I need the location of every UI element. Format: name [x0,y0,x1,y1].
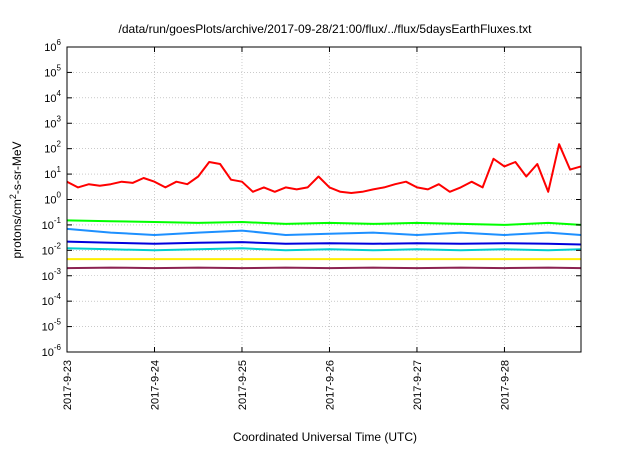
y-tick-label: 102 [44,140,61,156]
y-tick-label: 10-2 [42,241,62,257]
y-tick-label: 10-4 [42,292,62,308]
y-tick-base: 10 [44,144,56,156]
series-line-7 [66,266,582,270]
series-line-4 [66,247,582,252]
y-tick-exponent: 6 [57,38,62,47]
y-tick-exponent: -6 [54,343,62,352]
series-line-5 [66,240,582,246]
grid [66,47,581,352]
series-line-3 [66,227,582,236]
y-tick-base: 10 [42,296,54,308]
y-axis-label-sup: 2 [8,194,18,199]
y-tick-base: 10 [44,67,56,79]
y-tick-exponent: 2 [57,140,62,149]
x-axis: 2017-9-23 2017-9-24 2017-9-25 2017-9-26 2017… [62,47,511,410]
y-axis-label-prefix: protons/cm [10,199,24,258]
y-tick-base: 10 [44,169,56,181]
x-tick-label: 2017-9-26 [324,360,336,410]
y-tick-exponent: -2 [54,241,62,250]
y-tick-label: 10-6 [42,343,62,359]
chart-title: /data/run/goesPlots/archive/2017-09-28/2… [119,22,533,36]
y-tick-base: 10 [44,42,56,54]
y-tick-exponent: 4 [57,89,62,98]
y-axis-label-suffix: -s-sr-MeV [10,141,24,194]
y-tick-exponent: 5 [57,63,62,72]
plot-frame [66,46,582,353]
series-line-2 [66,219,582,226]
x-tick-label: 2017-9-24 [149,360,161,410]
y-tick-exponent: -1 [54,216,62,225]
y-tick-exponent: -3 [54,267,62,276]
y-axis: 10-610-510-410-310-210-11001011021031041… [42,38,581,359]
x-axis-label: Coordinated Universal Time (UTC) [233,430,417,444]
y-tick-label: 105 [44,63,61,79]
y-tick-base: 10 [42,347,54,359]
y-tick-base: 10 [44,195,56,207]
x-tick-label: 2017-9-28 [499,360,511,410]
y-tick-label: 101 [44,165,61,181]
y-tick-base: 10 [42,245,54,257]
x-tick-label: 2017-9-23 [62,360,74,410]
y-tick-base: 10 [42,322,54,334]
y-tick-base: 10 [44,93,56,105]
y-tick-exponent: 0 [57,191,62,200]
y-tick-label: 103 [44,114,61,130]
series-line-1 [66,143,582,194]
y-tick-label: 10-5 [42,318,62,334]
series-group [66,143,582,270]
x-tick-label: 2017-9-27 [412,360,424,410]
y-tick-label: 10-1 [42,216,62,232]
x-tick-label: 2017-9-25 [237,360,249,410]
y-tick-label: 104 [44,89,61,105]
y-tick-label: 10-3 [42,267,62,283]
y-tick-label: 100 [44,191,61,207]
y-tick-base: 10 [44,118,56,130]
y-tick-label: 106 [44,38,61,54]
y-tick-exponent: 3 [57,114,62,123]
y-tick-exponent: -4 [54,292,62,301]
y-tick-exponent: 1 [57,165,62,174]
y-tick-base: 10 [42,271,54,283]
y-tick-base: 10 [42,220,54,232]
y-axis-label: protons/cm2-s-sr-MeV [8,141,24,258]
y-tick-exponent: -5 [54,318,62,327]
